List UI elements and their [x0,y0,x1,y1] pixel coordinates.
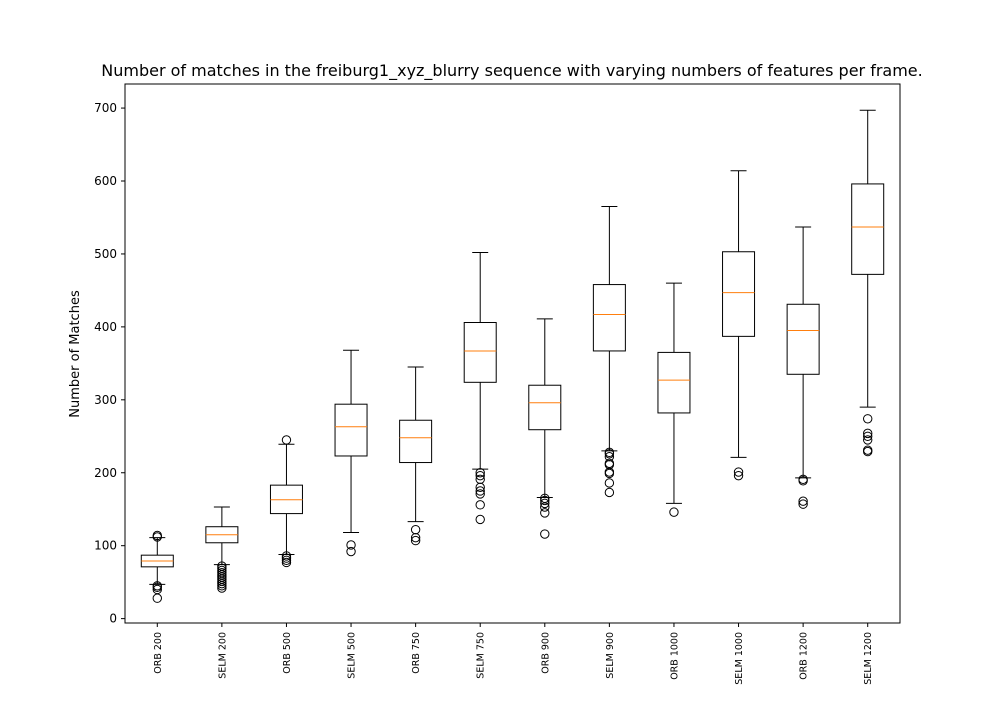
outlier-point [733,467,744,477]
outlier-point [475,486,485,496]
outlier-point [604,478,615,488]
y-tick-label: 700 [94,101,117,115]
outlier-point [733,470,744,481]
outlier-point [217,563,227,573]
box-group [592,206,626,498]
outlier-point [604,487,615,498]
box-group [851,109,885,457]
outlier-point [346,540,356,550]
outlier-point [475,474,485,485]
outlier-point [281,435,292,445]
outlier-point [863,428,873,439]
box-group [722,170,756,481]
box-iqr [786,303,820,375]
outlier-point [410,535,421,546]
box-iqr [399,419,433,464]
outlier-point [475,500,485,510]
outlier-point [346,546,356,557]
outlier-point [863,435,873,445]
outlier-point [475,470,485,481]
y-tick-label: 500 [94,247,117,261]
outlier-point [217,565,227,576]
outlier-point [281,555,292,565]
chart-title: Number of matches in the freiburg1_xyz_b… [101,61,922,81]
x-tick-label: ORB 1200 [799,632,810,680]
outlier-point [540,529,550,539]
outlier-point [152,593,162,603]
outlier-point [604,447,615,458]
outlier-point [540,498,550,509]
outlier-point [475,514,485,525]
outlier-point [798,474,808,485]
outlier-point [475,468,485,478]
outlier-point [152,530,162,541]
x-tick-label: ORB 200 [153,632,164,674]
x-tick-label: SELM 1200 [863,632,874,685]
box-group [269,435,303,568]
outlier-point [281,551,292,561]
box-group [334,349,368,557]
outlier-point [217,561,227,571]
box-iqr [334,403,368,457]
box-group [786,226,820,509]
x-tick-label: ORB 900 [540,632,551,674]
box-iqr [592,284,626,352]
outlier-point [604,452,615,462]
box-group [399,366,433,546]
box-group [528,318,562,539]
box-iqr [463,322,497,383]
x-tick-label: ORB 1000 [669,632,680,680]
box-group [463,251,497,525]
outlier-point [281,553,292,563]
outlier-point [863,414,873,424]
box-iqr [657,351,691,414]
outlier-point [281,557,292,568]
y-tick-label: 300 [94,393,117,407]
outlier-point [669,507,679,517]
outlier-point [604,458,615,468]
outlier-point [540,493,550,503]
y-tick-label: 200 [94,466,117,480]
outlier-point [540,495,550,506]
plot-area-frame [124,83,901,624]
y-tick-label: 600 [94,174,117,188]
box-group [205,506,239,593]
outlier-point [217,567,227,578]
outlier-point [540,508,550,518]
box-iqr [722,251,756,337]
y-tick-label: 400 [94,320,117,334]
y-tick-label: 100 [94,539,117,553]
outlier-point [863,431,873,441]
x-tick-label: SELM 200 [217,632,228,679]
outlier-point [152,581,162,591]
box-iqr [528,384,562,431]
outlier-point [475,489,485,499]
x-tick-label: ORB 500 [282,632,293,674]
box-iqr [851,183,885,275]
outlier-point [410,524,421,535]
y-tick-label: 0 [109,612,117,626]
box-group [657,282,691,517]
x-tick-label: SELM 750 [476,632,487,679]
box-group [140,530,174,603]
x-tick-label: SELM 500 [347,632,358,679]
x-tick-label: SELM 1000 [734,632,745,685]
outlier-point [863,445,873,455]
plot-marks [140,109,885,603]
axes-group: 0 100 200 300 400 500 600 700 ORB 200 SELM 200 ORB… [94,101,874,685]
x-tick-label: SELM 900 [605,632,616,679]
outlier-point [798,496,808,506]
outlier-point [798,499,808,509]
x-tick-label: ORB 750 [411,632,422,674]
outlier-point [152,584,162,595]
y-axis-label: Number of Matches [68,290,83,418]
